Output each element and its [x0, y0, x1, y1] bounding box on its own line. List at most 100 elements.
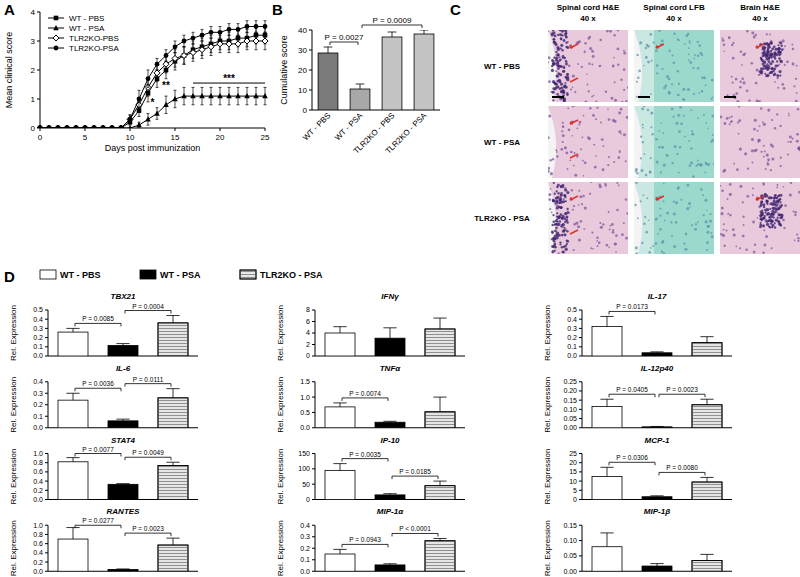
infiltrate [774, 197, 776, 199]
y-tick-label: 1.0 [33, 522, 43, 529]
p-value: P = 0.0049 [132, 449, 164, 456]
nucleus [737, 122, 739, 124]
nucleus [759, 125, 761, 127]
infiltrate [552, 60, 555, 63]
nucleus [642, 124, 644, 126]
nucleus [758, 74, 761, 77]
marker [172, 55, 178, 61]
nucleus [617, 156, 620, 159]
bar [158, 465, 188, 499]
y-tick [45, 404, 48, 405]
nucleus [647, 61, 650, 64]
nucleus [711, 235, 714, 238]
infiltrate [770, 71, 773, 74]
arrow [656, 44, 664, 48]
nucleus [706, 241, 709, 244]
tissue-edge [634, 30, 642, 102]
legend-label: WT - PBS [69, 14, 104, 23]
scale-bar [724, 96, 736, 98]
nucleus [762, 225, 764, 227]
error-bar [174, 41, 177, 53]
bar [692, 405, 722, 428]
nucleus [595, 118, 597, 120]
nucleus [650, 157, 652, 159]
panel-line-chart: 012340510152025Days post immunizationMea… [4, 8, 270, 153]
y-axis-label: Rel. Expression [543, 520, 552, 576]
y-tick [309, 50, 312, 51]
marker [46, 125, 52, 128]
nucleus [784, 64, 786, 66]
plot-area [58, 528, 188, 572]
nucleus [601, 138, 604, 141]
nucleus [741, 77, 744, 80]
nucleus [697, 67, 700, 70]
y-tick [312, 412, 315, 413]
nucleus [792, 137, 794, 139]
nucleus [674, 145, 677, 148]
x-tick-label: WT - PBS [301, 111, 332, 142]
panel-bar-chart: 0.00.20.40.60.81.0Rel. ExpressionSTAT4P … [9, 436, 198, 505]
infiltrate [773, 55, 776, 58]
infiltrate [561, 234, 564, 237]
nucleus [763, 156, 765, 158]
y-tick-label: 15 [569, 468, 577, 475]
y-tick [45, 571, 48, 572]
marker [55, 125, 61, 128]
nucleus [690, 109, 692, 111]
nucleus [595, 155, 597, 157]
infiltrate [564, 33, 566, 35]
nucleus [599, 39, 601, 41]
marker [244, 93, 250, 98]
micrograph [548, 182, 628, 254]
arrow [656, 196, 664, 200]
tissue [548, 106, 628, 178]
marker [92, 126, 97, 128]
nucleus [739, 185, 742, 188]
nucleus [691, 130, 693, 132]
infiltrate [778, 223, 781, 226]
marker [109, 125, 115, 128]
nucleus [704, 199, 707, 202]
y-tick-label: 10 [298, 86, 307, 95]
bar [325, 470, 355, 499]
nucleus [700, 164, 703, 167]
nucleus [599, 65, 601, 67]
nucleus [587, 37, 590, 40]
tissue-edge [634, 182, 642, 254]
nucleus [713, 163, 714, 165]
nucleus [729, 123, 731, 125]
y-tick [45, 346, 48, 347]
nucleus [726, 117, 729, 120]
nucleus [612, 229, 614, 231]
x-tick [130, 128, 131, 131]
nucleus [588, 90, 590, 92]
series-line [40, 27, 265, 129]
infiltrate [557, 61, 559, 63]
nucleus [548, 170, 550, 173]
panel-bar-chart: 0.00.10.20.30.4Rel. ExpressionMIP-1αP = … [276, 507, 465, 576]
nucleus [771, 158, 774, 161]
bar [108, 484, 138, 499]
nucleus [619, 151, 621, 153]
significance-bracket [659, 394, 705, 397]
column-header: Spinal cord LFB [643, 3, 705, 12]
y-tick [579, 453, 582, 454]
infiltrate [564, 86, 567, 89]
arrow [570, 196, 578, 200]
infiltrate [557, 67, 560, 70]
nucleus [684, 136, 686, 138]
y-tick [45, 328, 48, 329]
plot-area [58, 389, 188, 428]
panel-bar-chart: 0.00.20.40.60.81.0Rel. ExpressionRANTESP… [9, 507, 198, 576]
y-tick-label: 0.5 [567, 306, 577, 313]
nucleus [753, 251, 756, 254]
nucleus [705, 84, 707, 86]
y-tick-label: 0.10 [563, 537, 577, 544]
y-tick-label: 0.2 [33, 487, 43, 494]
nucleus [658, 146, 660, 148]
p-value: P = 0.0023 [132, 525, 164, 532]
infiltrate [772, 204, 774, 206]
nucleus [572, 209, 574, 211]
nucleus [653, 42, 655, 44]
nucleus [618, 112, 621, 115]
